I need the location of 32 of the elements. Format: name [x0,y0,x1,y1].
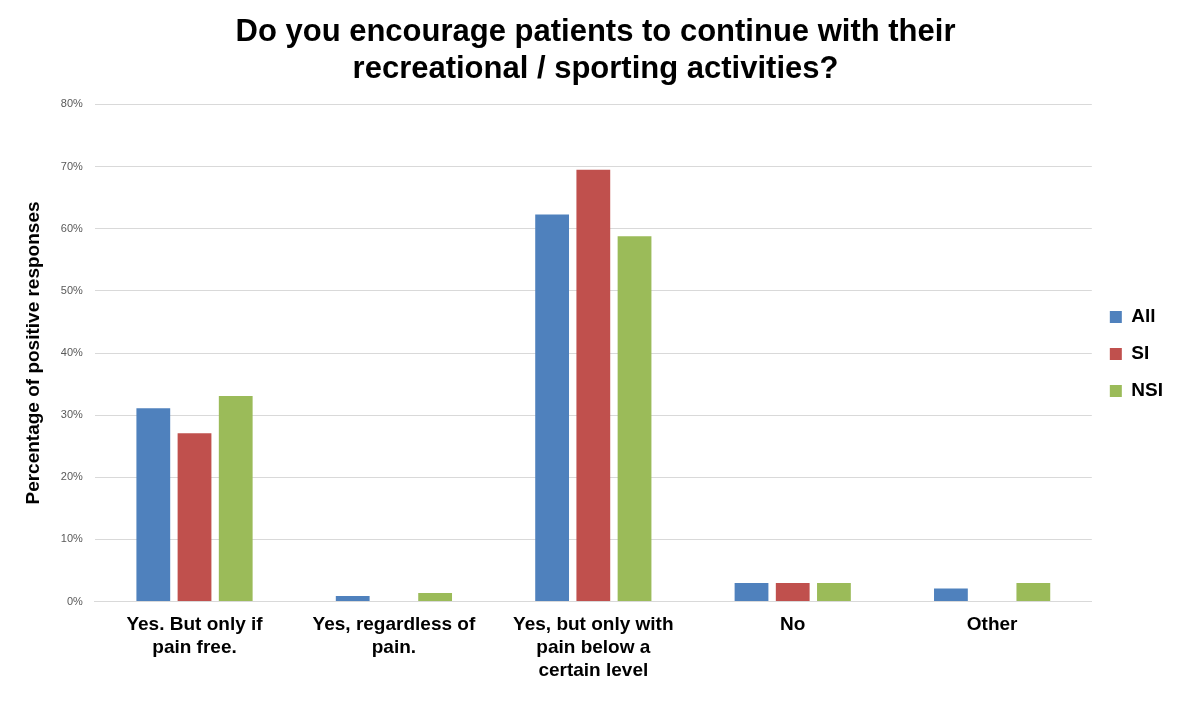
bar [1016,582,1051,602]
y-axis-title: Percentage of positive responses [21,201,43,505]
y-tick-label: 20% [60,470,84,483]
y-tick-label: 10% [60,532,84,545]
legend-label: All [1131,305,1156,327]
y-tick-label: 50% [60,283,84,296]
bar [418,592,453,602]
legend-label: SI [1131,342,1150,364]
x-tick-label: Yes, but only with pain below a certain level [513,613,674,680]
bar [136,408,171,602]
bar [335,596,370,602]
y-tick-label: 60% [60,221,84,234]
bar [934,588,968,602]
bar [734,582,769,602]
x-tick-label: Yes. But only if pain free. [126,613,264,658]
x-tick-label: No [780,613,806,635]
bar [775,582,810,602]
x-tick-label: Yes, regardless of pain. [312,613,476,658]
bar [218,395,253,602]
chart-title: Do you encourage patients to continue with their recreational / sporting activities? [235,13,956,86]
bar [535,214,570,602]
bar [576,169,611,602]
bar [177,433,212,602]
x-tick-label: Other [966,613,1019,635]
y-tick-label: 80% [60,97,84,110]
y-tick-label: 30% [60,408,84,421]
y-tick-label: 40% [60,346,84,359]
y-tick-label: 0% [66,594,84,607]
y-tick-label: 70% [60,159,84,172]
legend-label: NSI [1131,379,1164,401]
bar [617,236,652,602]
bar [817,582,851,602]
